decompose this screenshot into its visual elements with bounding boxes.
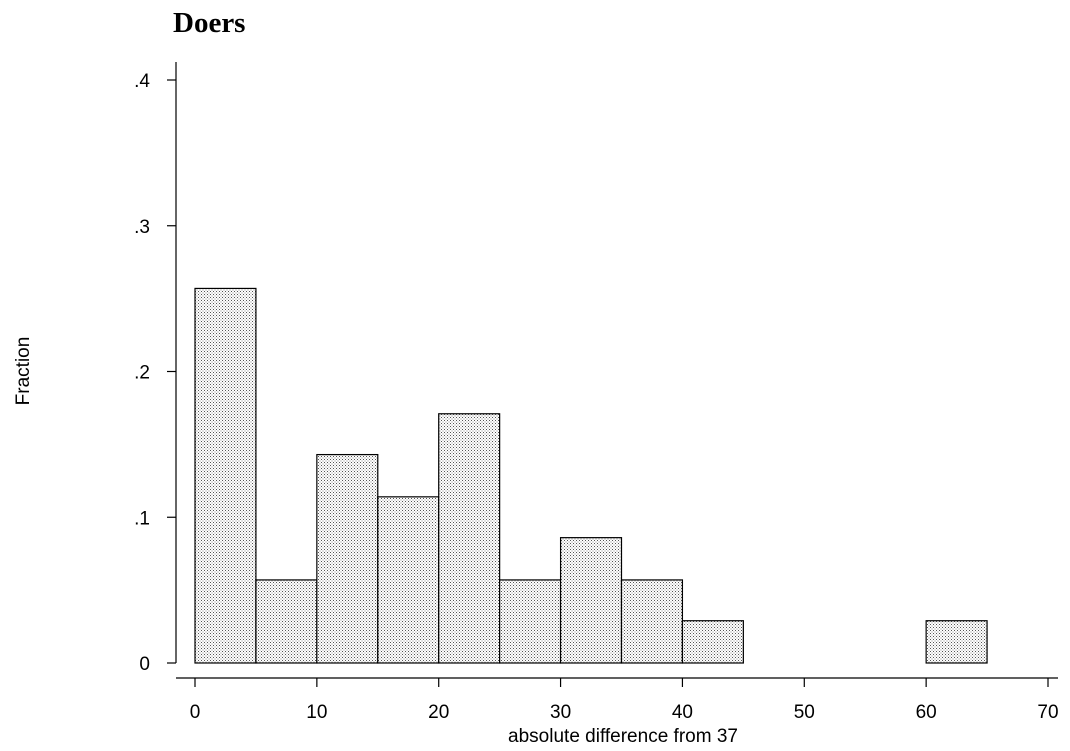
histogram-bar-7 xyxy=(559,537,623,664)
x-tick-label: 0 xyxy=(190,702,201,723)
y-tick-label: .1 xyxy=(134,508,150,529)
x-tick-label: 70 xyxy=(1037,702,1058,723)
y-tick-label: .2 xyxy=(134,363,150,384)
histogram-bar-1 xyxy=(194,287,257,664)
histogram-bar-5 xyxy=(438,413,501,664)
histogram-bar-10 xyxy=(925,620,988,664)
y-axis-label: Fraction xyxy=(13,337,34,406)
x-tick-label: 40 xyxy=(672,702,693,723)
y-tick-label: .4 xyxy=(134,71,150,92)
y-ticks-group: 0 .1 .2 .3 .4 xyxy=(134,71,176,675)
x-axis-label: absolute difference from 37 xyxy=(508,726,738,747)
y-tick-label: 0 xyxy=(139,654,150,675)
histogram-bar-9 xyxy=(681,620,744,664)
bars-group xyxy=(194,287,988,664)
x-tick-label: 60 xyxy=(916,702,937,723)
x-tick-label: 20 xyxy=(428,702,449,723)
chart-title: Doers xyxy=(173,7,245,39)
histogram-bar-6 xyxy=(499,579,562,664)
histogram-bar-4 xyxy=(377,496,440,664)
histogram-bar-8 xyxy=(620,579,684,664)
histogram-bar-3 xyxy=(316,453,379,664)
x-tick-label: 30 xyxy=(550,702,571,723)
x-tick-label: 50 xyxy=(794,702,815,723)
x-ticks-group: 0 10 20 30 40 50 60 70 xyxy=(190,678,1059,723)
y-tick-label: .3 xyxy=(134,217,150,238)
x-tick-label: 10 xyxy=(306,702,327,723)
histogram-bar-2 xyxy=(255,579,318,664)
